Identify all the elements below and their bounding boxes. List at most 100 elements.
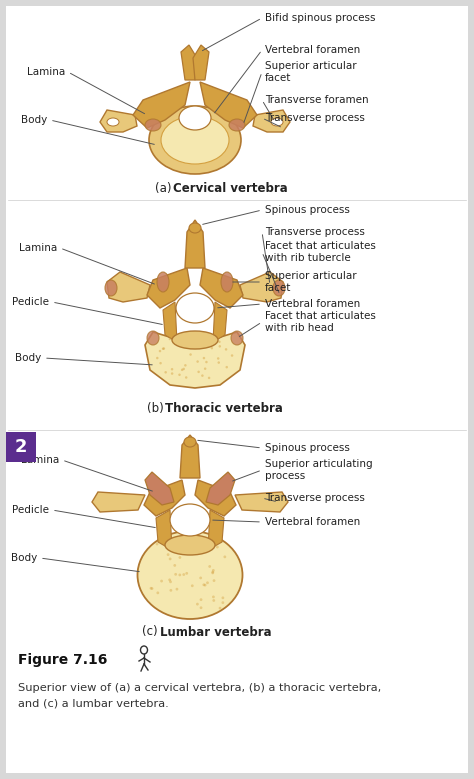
Ellipse shape	[173, 564, 176, 567]
Text: Vertebral foramen: Vertebral foramen	[265, 517, 360, 527]
Ellipse shape	[189, 223, 201, 233]
Text: Thoracic vertebra: Thoracic vertebra	[165, 401, 283, 414]
Ellipse shape	[186, 338, 188, 340]
Polygon shape	[200, 82, 257, 128]
Ellipse shape	[199, 576, 202, 580]
Text: 2: 2	[15, 438, 27, 456]
Ellipse shape	[229, 119, 245, 131]
Ellipse shape	[170, 504, 210, 536]
Ellipse shape	[156, 591, 159, 594]
Ellipse shape	[197, 371, 200, 373]
Ellipse shape	[196, 361, 199, 363]
FancyBboxPatch shape	[6, 6, 468, 773]
Polygon shape	[156, 510, 172, 550]
Polygon shape	[213, 302, 227, 342]
Text: Transverse process: Transverse process	[265, 227, 365, 237]
Ellipse shape	[175, 587, 178, 590]
Ellipse shape	[206, 581, 209, 584]
Ellipse shape	[170, 589, 172, 592]
Ellipse shape	[201, 375, 204, 377]
Ellipse shape	[202, 583, 205, 586]
Ellipse shape	[211, 571, 214, 573]
Ellipse shape	[163, 347, 165, 350]
Polygon shape	[107, 272, 150, 302]
Text: Lumbar vertebra: Lumbar vertebra	[160, 626, 272, 639]
Text: Transverse foramen: Transverse foramen	[265, 95, 369, 105]
Ellipse shape	[151, 587, 154, 590]
Polygon shape	[185, 220, 205, 268]
Ellipse shape	[273, 280, 285, 296]
Ellipse shape	[147, 331, 159, 345]
Ellipse shape	[231, 354, 233, 357]
Ellipse shape	[150, 587, 153, 590]
Text: Body: Body	[11, 553, 37, 563]
Ellipse shape	[208, 565, 211, 568]
Ellipse shape	[231, 331, 243, 345]
Text: Cervical vertebra: Cervical vertebra	[173, 182, 288, 195]
Polygon shape	[193, 45, 209, 80]
Ellipse shape	[189, 537, 191, 539]
Text: Superior articular
facet: Superior articular facet	[265, 271, 356, 293]
Ellipse shape	[168, 579, 171, 581]
Ellipse shape	[178, 573, 181, 576]
Ellipse shape	[185, 572, 188, 575]
Ellipse shape	[162, 347, 164, 350]
Ellipse shape	[212, 569, 215, 572]
Ellipse shape	[200, 606, 202, 609]
Polygon shape	[100, 110, 137, 132]
Ellipse shape	[184, 364, 187, 367]
Ellipse shape	[202, 548, 205, 552]
Ellipse shape	[223, 555, 226, 559]
Polygon shape	[181, 45, 197, 80]
Polygon shape	[208, 510, 224, 550]
Ellipse shape	[181, 368, 183, 371]
Ellipse shape	[197, 340, 200, 343]
Polygon shape	[145, 332, 245, 388]
Polygon shape	[180, 435, 200, 478]
Text: Superior view of (a) a cervical vertebra, (b) a thoracic vertebra,: Superior view of (a) a cervical vertebra…	[18, 683, 381, 693]
Polygon shape	[92, 492, 145, 512]
Ellipse shape	[219, 345, 221, 347]
Ellipse shape	[185, 376, 187, 379]
Ellipse shape	[196, 603, 199, 605]
Ellipse shape	[179, 556, 181, 559]
Text: Facet that articulates
with rib head: Facet that articulates with rib head	[265, 311, 376, 333]
Ellipse shape	[165, 535, 215, 555]
Ellipse shape	[182, 368, 185, 370]
Text: Pedicle: Pedicle	[12, 505, 49, 515]
Ellipse shape	[212, 537, 215, 539]
Ellipse shape	[182, 573, 185, 576]
Polygon shape	[253, 110, 290, 132]
Ellipse shape	[179, 106, 211, 130]
Ellipse shape	[172, 546, 174, 549]
Text: (a): (a)	[155, 182, 175, 195]
Ellipse shape	[189, 354, 192, 356]
Text: Spinous process: Spinous process	[265, 205, 350, 215]
Polygon shape	[235, 492, 288, 512]
Ellipse shape	[210, 347, 213, 350]
Text: Body: Body	[15, 353, 41, 363]
Ellipse shape	[214, 335, 217, 337]
Polygon shape	[200, 268, 243, 308]
Ellipse shape	[218, 340, 221, 343]
Text: Transverse process: Transverse process	[265, 493, 365, 503]
Ellipse shape	[218, 361, 220, 364]
Ellipse shape	[203, 357, 205, 359]
Ellipse shape	[171, 372, 173, 375]
Ellipse shape	[205, 361, 208, 363]
Text: Superior articular
facet: Superior articular facet	[265, 62, 356, 83]
Polygon shape	[133, 82, 190, 128]
Ellipse shape	[221, 272, 233, 292]
Ellipse shape	[176, 293, 214, 323]
Ellipse shape	[216, 545, 219, 548]
Ellipse shape	[160, 580, 163, 583]
Text: Body: Body	[21, 115, 47, 125]
Ellipse shape	[191, 584, 194, 587]
Ellipse shape	[174, 573, 177, 576]
Ellipse shape	[204, 368, 206, 370]
Polygon shape	[240, 272, 283, 302]
Polygon shape	[144, 480, 185, 516]
Text: Transverse process: Transverse process	[265, 113, 365, 123]
Text: Pedicle: Pedicle	[12, 297, 49, 307]
Text: Bifid spinous process: Bifid spinous process	[265, 13, 375, 23]
